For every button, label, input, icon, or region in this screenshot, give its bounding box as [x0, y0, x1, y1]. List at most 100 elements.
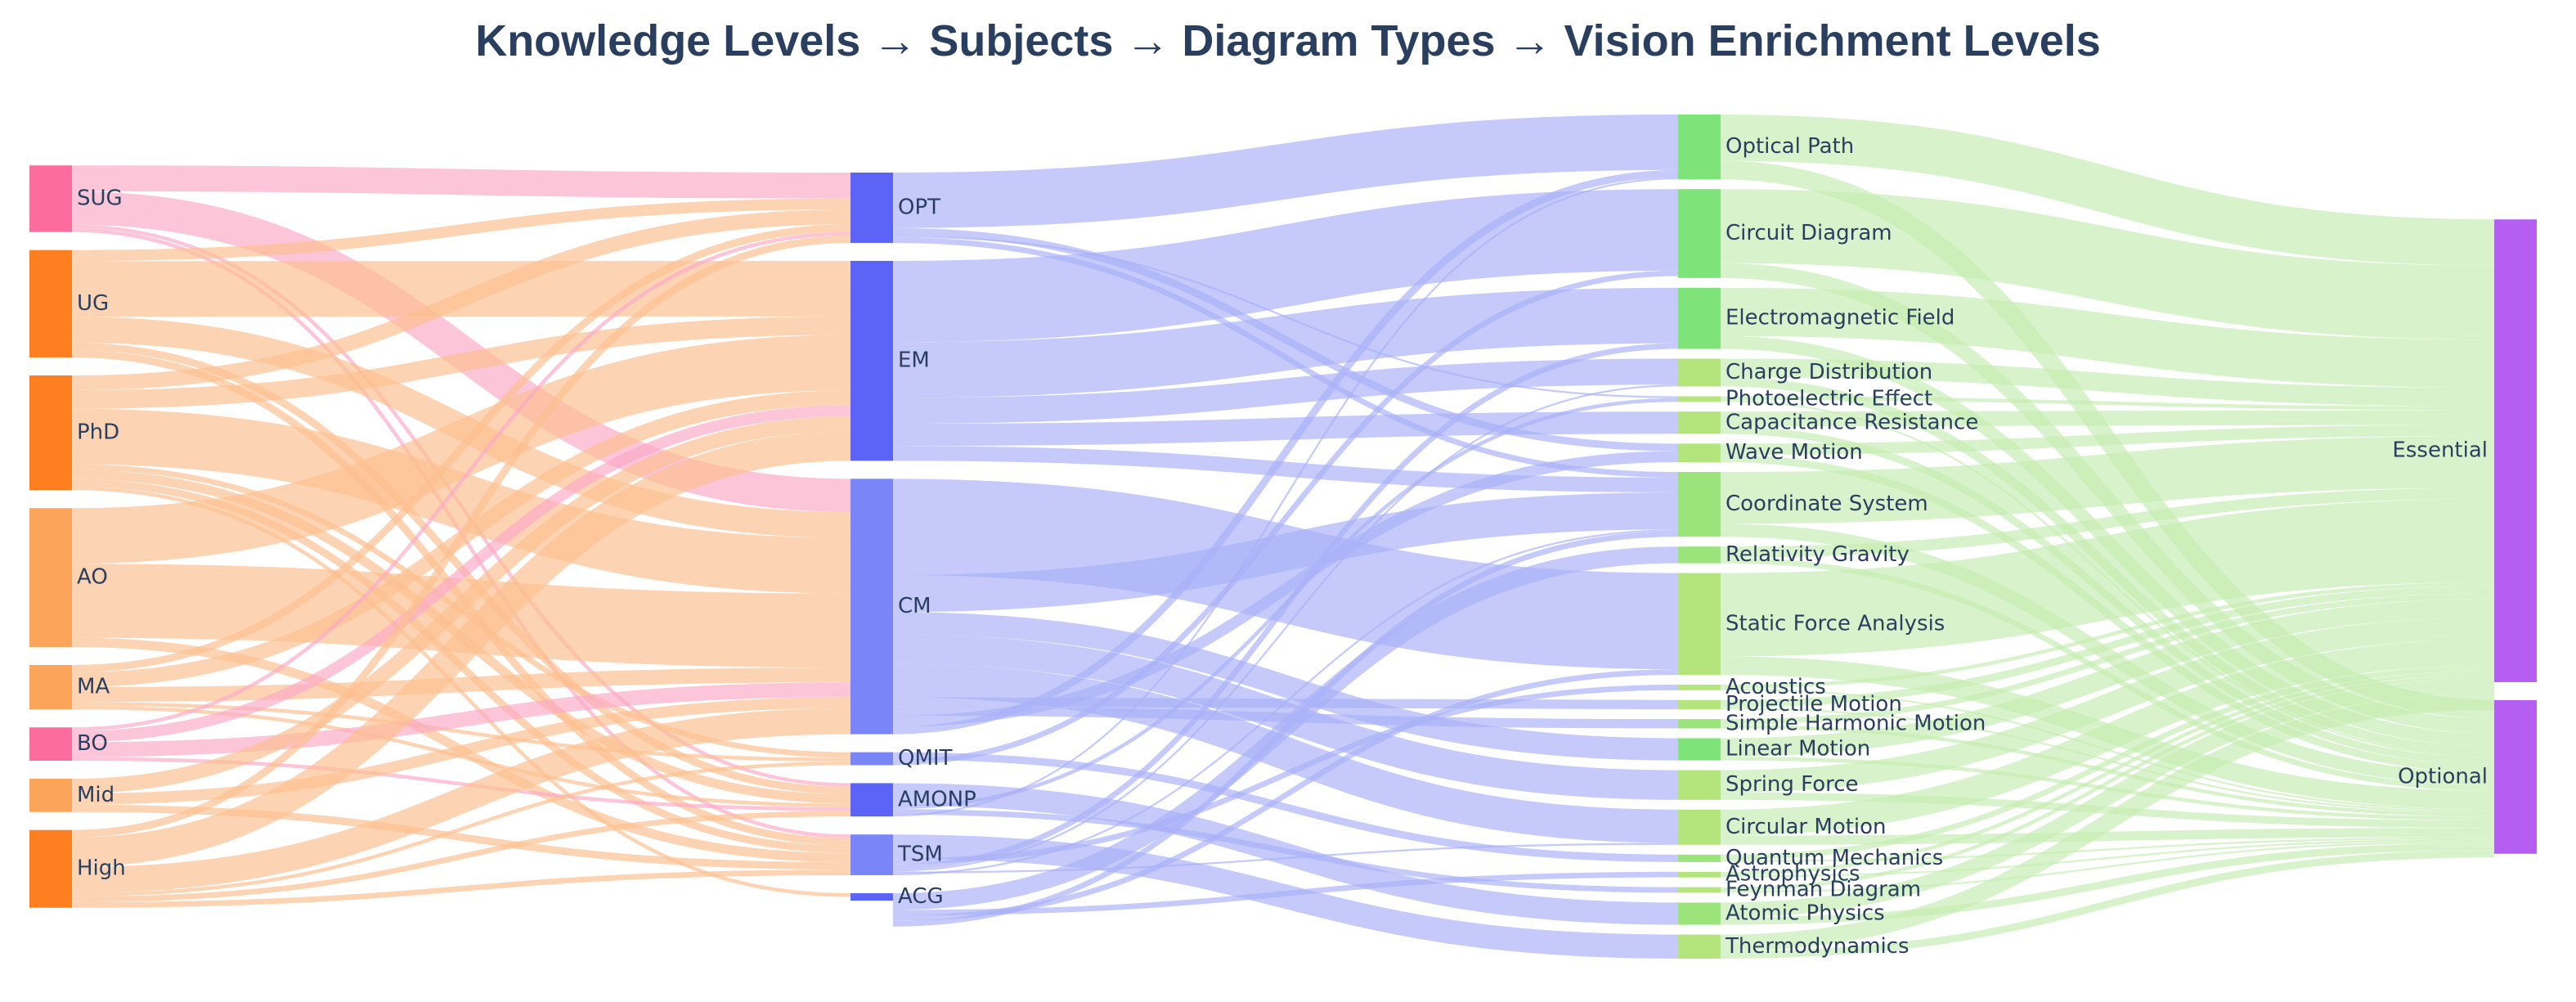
link-high-to-cm: [71, 708, 851, 893]
node-charge-distribution[interactable]: [1678, 358, 1721, 387]
node-label-quantum-mechanics: Quantum Mechanics: [1726, 846, 1943, 870]
link-optical-path-to-essential: [1720, 115, 2495, 266]
node-phd[interactable]: [29, 375, 72, 491]
node-label-optical-path: Optical Path: [1726, 134, 1854, 159]
link-mid-to-tsm: [71, 804, 851, 870]
link-atomic-physics-to-essential: [1720, 678, 2495, 918]
node-label-ug: UG: [77, 291, 109, 316]
labels-layer: SUG UG PhD AO MA BO Mid High OPT EM CM QMIT AMONP TSM…: [77, 134, 2488, 959]
node-optional[interactable]: [2494, 699, 2537, 854]
node-linear-motion[interactable]: [1678, 738, 1721, 761]
link-amonp-to-feynman-diagram: [892, 809, 1679, 893]
link-spring-force-to-optional: [1720, 792, 2495, 829]
node-circular-motion[interactable]: [1678, 809, 1721, 845]
node-label-circuit-diagram: Circuit Diagram: [1726, 221, 1892, 245]
node-ma[interactable]: [29, 664, 72, 710]
node-ug[interactable]: [29, 249, 72, 357]
chart-title: Knowledge Levels → Subjects → Diagram Ty…: [475, 16, 2101, 65]
link-qmit-to-quantum-mechanics: [892, 752, 1679, 862]
link-high-to-qmit: [71, 761, 851, 897]
link-atomic-physics-to-optional: [1720, 842, 2495, 925]
node-label-capacitance-resistance: Capacitance Resistance: [1726, 410, 1978, 434]
link-bo-to-opt: [71, 231, 851, 731]
node-projectile-motion[interactable]: [1678, 699, 1721, 710]
node-tsm[interactable]: [850, 834, 893, 875]
link-tsm-to-electromagnetic-field: [892, 343, 1679, 870]
node-atomic-physics[interactable]: [1678, 902, 1721, 925]
link-cm-to-static-force-analysis: [892, 479, 1679, 670]
link-opt-to-optical-path: [892, 115, 1679, 228]
node-amonp[interactable]: [850, 783, 893, 817]
node-static-force-analysis[interactable]: [1678, 573, 1721, 676]
node-opt[interactable]: [850, 172, 893, 243]
node-label-astrophysics: Astrophysics: [1726, 862, 1860, 887]
node-simple-harmonic-motion[interactable]: [1678, 719, 1721, 729]
node-optical-path[interactable]: [1678, 115, 1721, 180]
link-static-force-analysis-to-essential: [1720, 498, 2495, 657]
link-circuit-diagram-to-essential: [1720, 189, 2495, 340]
node-label-tsm: TSM: [897, 842, 943, 867]
link-amonp-to-atomic-physics: [892, 783, 1679, 925]
node-label-bo: BO: [77, 731, 108, 756]
link-mid-to-cm: [71, 697, 851, 805]
node-capacitance-resistance[interactable]: [1678, 411, 1721, 434]
node-em[interactable]: [850, 260, 893, 461]
node-quantum-mechanics[interactable]: [1678, 854, 1721, 862]
node-label-acoustics: Acoustics: [1726, 675, 1826, 699]
node-bo[interactable]: [29, 727, 72, 761]
node-acg[interactable]: [850, 892, 893, 901]
link-phd-to-opt: [71, 209, 851, 391]
node-electromagnetic-field[interactable]: [1678, 287, 1721, 349]
node-spring-force[interactable]: [1678, 770, 1721, 800]
link-ug-to-opt: [71, 198, 851, 262]
node-photoelectric-effect[interactable]: [1678, 396, 1721, 402]
link-cm-to-coordinate-system: [892, 492, 1679, 613]
node-astrophysics[interactable]: [1678, 871, 1721, 878]
link-capacitance-resistance-to-essential: [1720, 410, 2495, 427]
link-ao-to-cm: [71, 564, 851, 668]
node-thermodynamics[interactable]: [1678, 934, 1721, 959]
node-cm[interactable]: [850, 479, 893, 735]
node-acoustics[interactable]: [1678, 685, 1721, 690]
link-ma-to-opt: [71, 224, 851, 673]
node-label-ao: AO: [77, 565, 108, 590]
link-acg-to-astrophysics: [892, 871, 1679, 916]
link-tsm-to-circular-motion: [892, 842, 1679, 874]
node-label-em: EM: [898, 348, 930, 373]
node-label-wave-motion: Wave Motion: [1726, 440, 1863, 465]
node-label-optional: Optional: [2398, 764, 2488, 789]
link-phd-to-em: [71, 316, 851, 409]
node-sug[interactable]: [29, 165, 72, 232]
link-photoelectric-effect-to-essential: [1720, 396, 2495, 411]
node-label-linear-motion: Linear Motion: [1726, 737, 1870, 762]
link-quantum-mechanics-to-optional: [1720, 837, 2495, 862]
node-ao[interactable]: [29, 508, 72, 647]
link-quantum-mechanics-to-essential: [1720, 665, 2495, 860]
node-label-qmit: QMIT: [898, 746, 953, 771]
node-mid[interactable]: [29, 778, 72, 812]
node-label-electromagnetic-field: Electromagnetic Field: [1726, 306, 1954, 330]
node-label-photoelectric-effect: Photoelectric Effect: [1726, 386, 1932, 411]
node-high[interactable]: [29, 829, 72, 908]
link-high-to-em: [71, 431, 851, 867]
link-astrophysics-to-essential: [1720, 671, 2495, 876]
node-label-acg: ACG: [898, 884, 944, 909]
link-sug-to-opt: [71, 165, 851, 199]
link-qmit-to-circuit-diagram: [892, 270, 1679, 766]
node-feynman-diagram[interactable]: [1678, 887, 1721, 893]
link-tsm-to-charge-distribution: [892, 384, 1679, 872]
node-circuit-diagram[interactable]: [1678, 189, 1721, 278]
link-acoustics-to-essential: [1720, 582, 2495, 689]
link-em-to-circuit-diagram: [892, 189, 1679, 343]
node-coordinate-system[interactable]: [1678, 472, 1721, 537]
link-high-to-opt: [71, 235, 851, 838]
node-relativity-gravity[interactable]: [1678, 546, 1721, 564]
link-high-to-amonp: [71, 811, 851, 902]
node-wave-motion[interactable]: [1678, 443, 1721, 463]
node-label-static-force-analysis: Static Force Analysis: [1726, 611, 1945, 636]
node-qmit[interactable]: [850, 752, 893, 766]
node-essential[interactable]: [2494, 219, 2537, 682]
link-em-to-electromagnetic-field: [892, 287, 1679, 398]
